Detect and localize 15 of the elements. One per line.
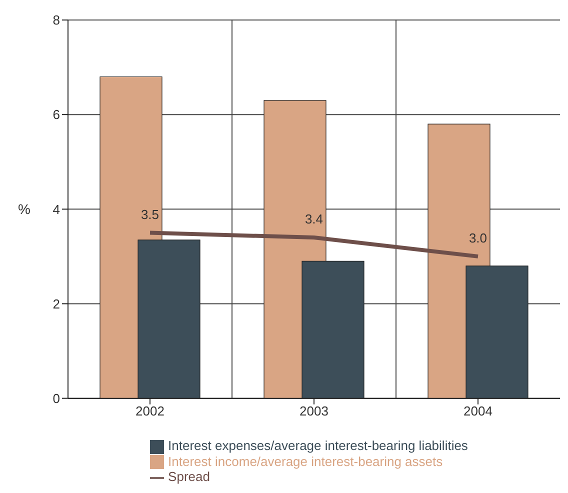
x-tick-label: 2004 — [464, 404, 492, 419]
x-tick-label: 2002 — [136, 404, 164, 419]
y-tick-label: 0 — [52, 390, 60, 406]
x-tick-label: 2003 — [300, 404, 328, 419]
data-label: 3.0 — [468, 230, 488, 246]
y-tick-label: 4 — [52, 202, 60, 217]
data-label: 3.5 — [140, 206, 160, 222]
legend-label: Interest expenses/average interest-bearing liabilities — [168, 438, 468, 454]
data-label: 3.4 — [304, 212, 324, 227]
y-tick-label: 2 — [52, 296, 60, 312]
legend-label: Interest income/average interest-bearing assets — [168, 454, 443, 469]
y-axis-title: % — [18, 201, 30, 218]
y-tick-label: 6 — [52, 107, 60, 122]
y-tick-label: 8 — [52, 12, 60, 28]
legend-label: Spread — [168, 469, 210, 484]
